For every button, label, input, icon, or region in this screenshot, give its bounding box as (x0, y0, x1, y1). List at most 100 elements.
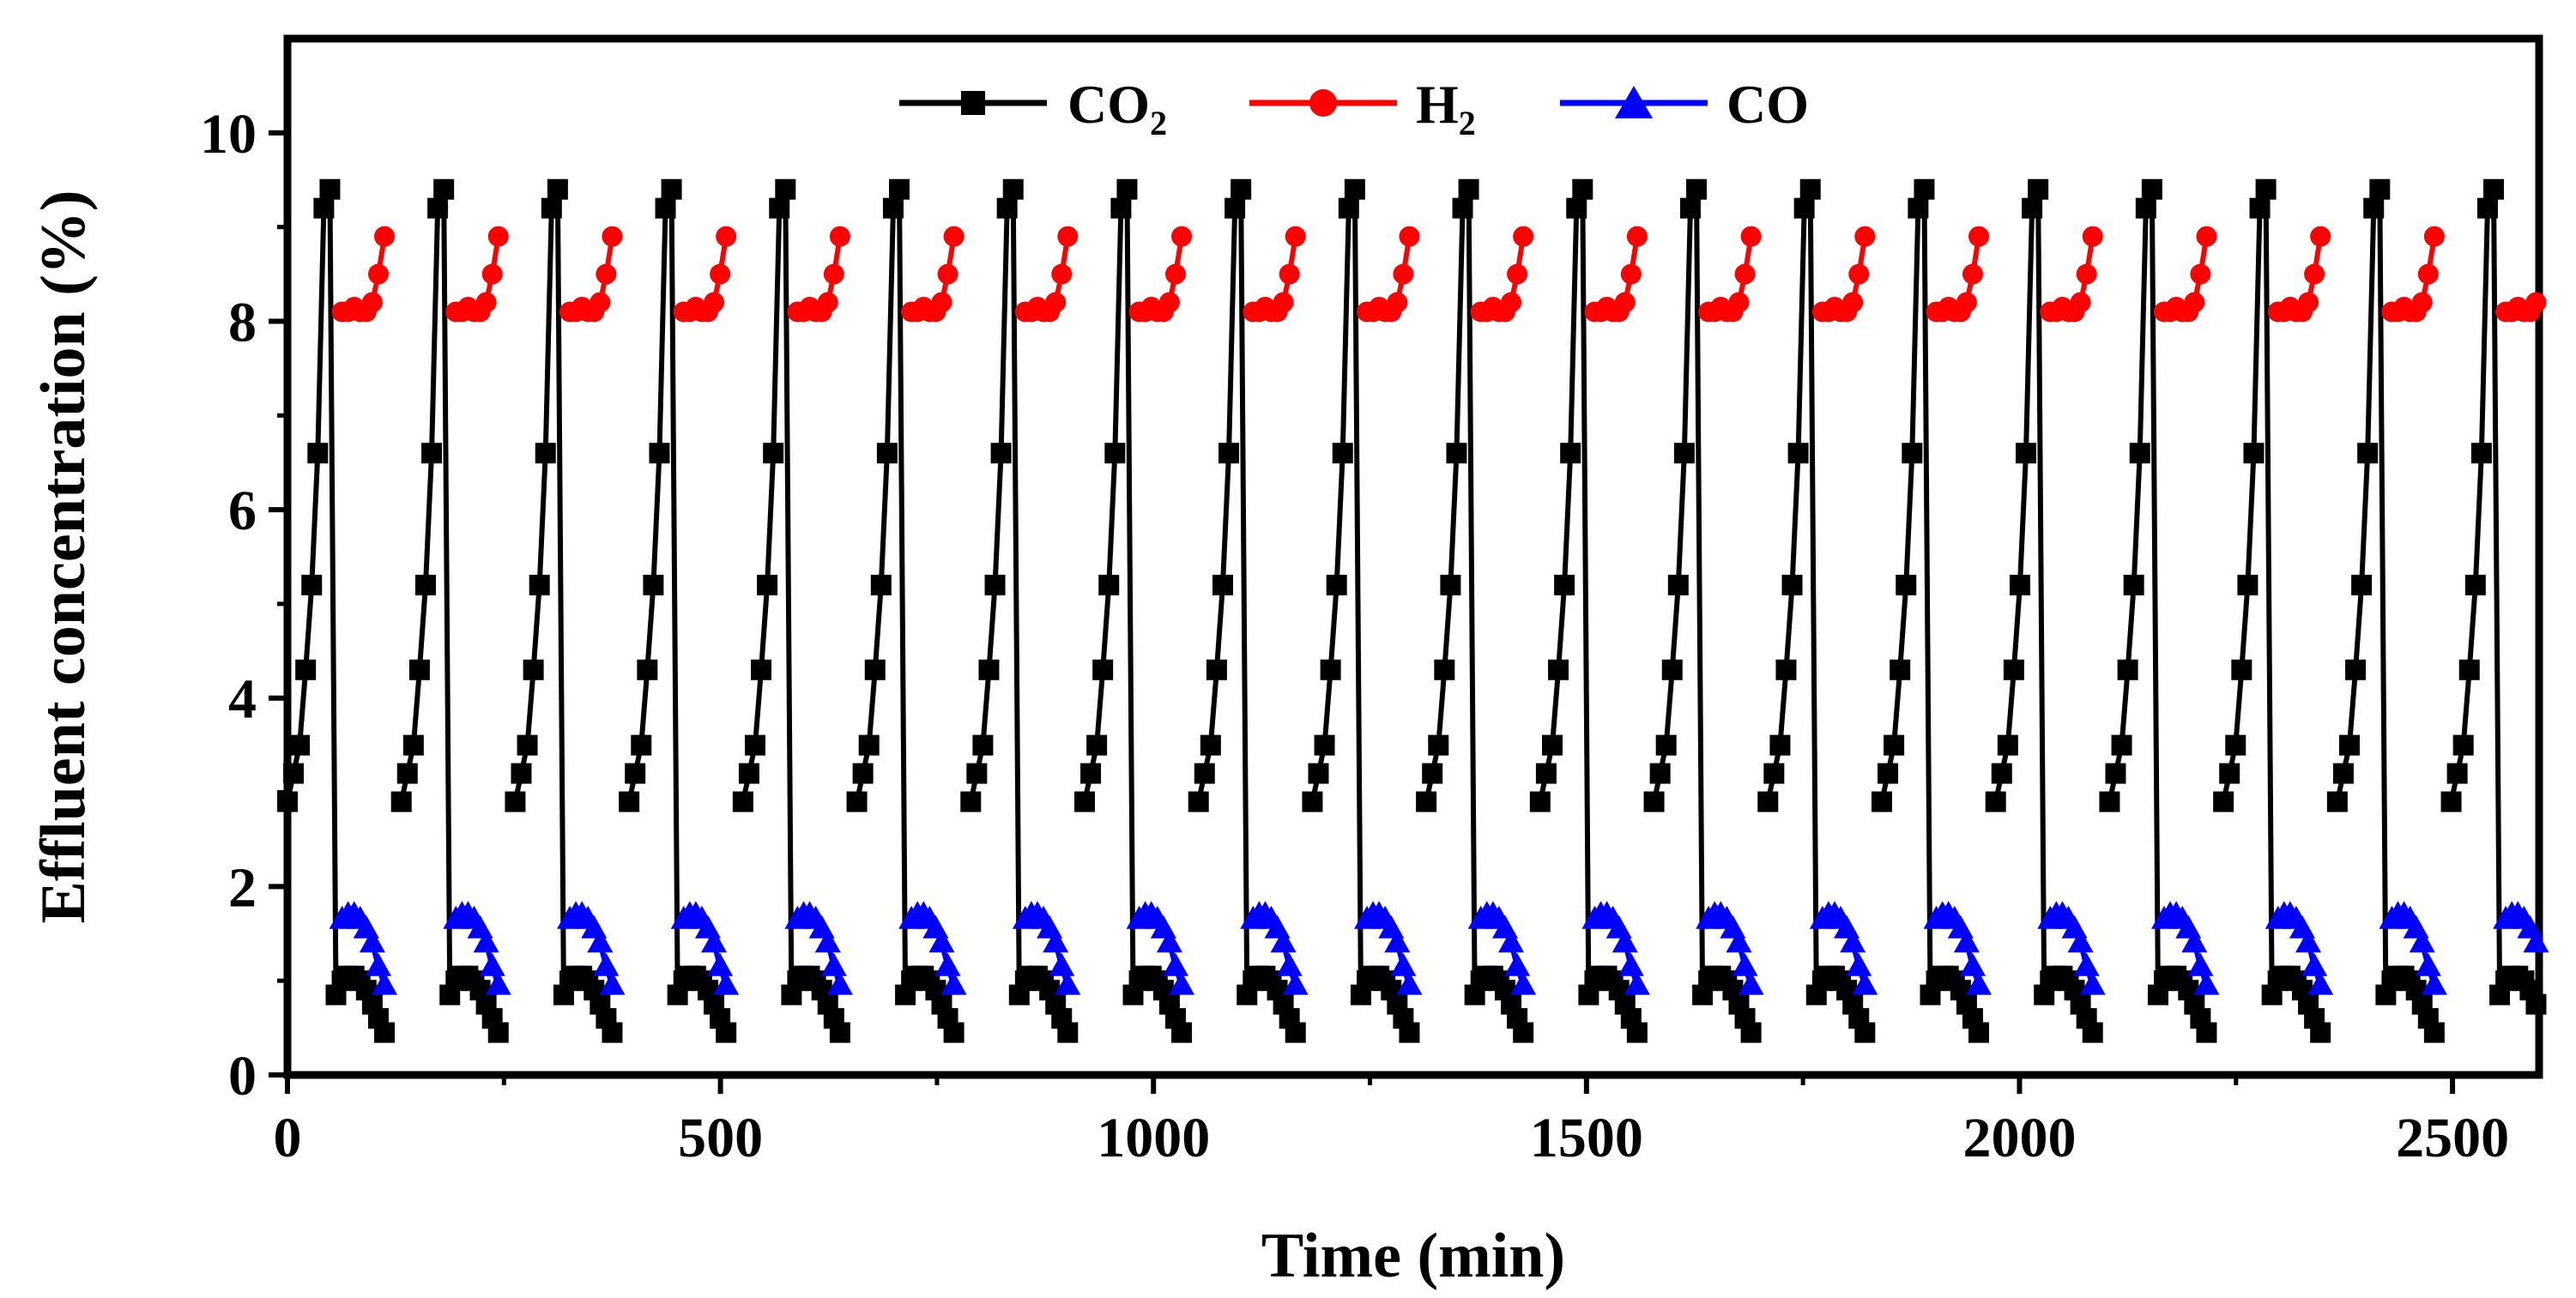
data-point-co (934, 952, 961, 976)
data-point-h2 (1968, 226, 1990, 247)
data-point-co2 (390, 791, 412, 812)
x-tick-label: 500 (678, 1107, 763, 1169)
data-point-co (940, 971, 967, 995)
data-point-co (1840, 929, 1866, 953)
data-point-co2 (396, 763, 418, 784)
data-point-co (485, 971, 511, 995)
data-point-co2 (2458, 659, 2480, 680)
data-point-co (707, 952, 734, 976)
data-point-h2 (602, 226, 623, 247)
data-point-co2 (2105, 763, 2126, 784)
data-point-co2 (960, 791, 982, 812)
data-point-co2 (1757, 791, 1779, 812)
data-point-co2 (2225, 734, 2246, 756)
data-point-co2 (1661, 659, 1683, 680)
data-point-co2 (2470, 443, 2492, 464)
data-point-h2 (1164, 263, 1186, 285)
data-point-co2 (2525, 993, 2547, 1015)
data-point-co2 (2351, 574, 2373, 595)
data-point-co (2409, 929, 2435, 953)
data-point-co (1396, 971, 1423, 995)
series-h2 (331, 226, 2547, 323)
data-point-co2 (1212, 574, 1233, 595)
data-point-h2 (2298, 292, 2319, 313)
series-layer (277, 178, 2549, 1043)
data-point-co2 (2141, 178, 2162, 200)
data-point-co2 (1086, 734, 1108, 756)
data-point-co2 (1914, 178, 1935, 200)
data-point-co2 (972, 734, 994, 756)
data-point-h2 (1513, 226, 1534, 247)
series-co (329, 901, 2549, 995)
data-point-co2 (631, 734, 652, 756)
data-point-co2 (1890, 659, 1911, 680)
data-point-co2 (649, 443, 670, 464)
data-point-co2 (2237, 574, 2259, 595)
data-point-h2 (1057, 226, 1079, 247)
data-point-co (713, 971, 740, 995)
data-point-co2 (2249, 197, 2271, 219)
data-point-co2 (732, 791, 753, 812)
data-point-co (2187, 952, 2214, 976)
data-point-co2 (1793, 197, 1815, 219)
data-point-h2 (2076, 263, 2097, 285)
data-point-co (1055, 971, 1081, 995)
data-point-co (2307, 971, 2334, 995)
data-point-h2 (374, 226, 396, 247)
data-point-co2 (408, 659, 430, 680)
x-tick-label: 2500 (2396, 1107, 2509, 1169)
data-point-co2 (1884, 734, 1905, 756)
data-point-co2 (1572, 178, 1593, 200)
y-tick-label: 0 (228, 1045, 257, 1108)
data-point-co2 (1896, 574, 1917, 595)
data-point-co (2079, 971, 2106, 995)
data-point-co2 (517, 734, 538, 756)
legend-label-co2-base: CO (1067, 74, 1150, 135)
data-point-co2 (1997, 734, 2018, 756)
data-point-co2 (1781, 574, 1803, 595)
data-point-h2 (475, 292, 497, 313)
data-point-co2 (547, 178, 568, 200)
x-tick-label: 1500 (1530, 1107, 1643, 1169)
data-point-co2 (2213, 791, 2234, 812)
data-point-co2 (716, 1022, 737, 1043)
y-tick-label: 10 (200, 103, 257, 166)
data-point-co (1270, 929, 1297, 953)
data-point-co2 (1422, 763, 1443, 784)
data-point-co (365, 952, 391, 976)
data-point-h2 (1051, 263, 1073, 285)
data-point-co2 (2452, 734, 2474, 756)
data-point-h2 (596, 263, 617, 285)
data-point-co2 (619, 791, 640, 812)
data-point-co2 (2111, 734, 2132, 756)
data-point-co (1504, 952, 1531, 976)
data-point-co2 (990, 443, 1012, 464)
data-point-co2 (1740, 1022, 1762, 1043)
y-tick-label: 4 (228, 668, 257, 731)
data-point-h2 (1734, 263, 1756, 285)
data-point-co2 (2123, 574, 2144, 595)
legend-label-h2: H2 (1416, 74, 1476, 142)
data-point-h2 (1842, 292, 1864, 313)
data-point-h2 (716, 226, 737, 247)
data-point-co2 (2464, 574, 2486, 595)
data-point-co2 (307, 443, 329, 464)
data-point-co2 (1541, 734, 1563, 756)
data-point-co2 (1098, 574, 1120, 595)
data-point-co2 (414, 574, 436, 595)
data-point-co2 (2369, 178, 2391, 200)
data-point-co2 (966, 763, 988, 784)
data-point-co2 (1338, 197, 1359, 219)
data-point-co (1276, 952, 1303, 976)
data-point-co2 (277, 791, 298, 812)
data-point-co2 (870, 574, 892, 595)
data-point-co (701, 929, 728, 953)
data-point-h2 (823, 263, 844, 285)
legend-label-co: CO (1726, 74, 1809, 135)
data-point-h2 (2070, 292, 2091, 313)
data-point-h2 (2082, 226, 2103, 247)
y-tick-label: 6 (228, 480, 257, 542)
legend-label-h2-sub: 2 (1459, 104, 1476, 142)
data-point-co (2067, 929, 2094, 953)
data-point-co2 (1104, 443, 1126, 464)
